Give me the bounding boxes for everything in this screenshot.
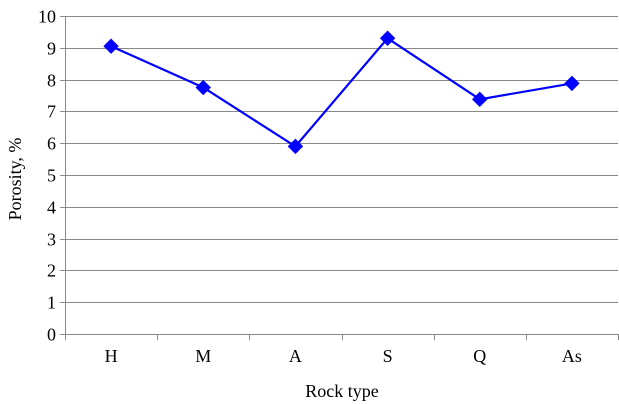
series-line-0 [111,38,572,146]
x-tick-label-As: As [562,346,582,366]
y-tick-label-6: 6 [47,134,56,154]
x-tick-label-M: M [195,346,211,366]
x-tick-label-H: H [105,346,118,366]
data-point-H [104,39,118,53]
x-tick-labels: H M A S Q As [105,346,582,366]
x-axis-title: Rock type [305,381,379,401]
y-tick-labels: 0 1 2 3 4 5 6 7 8 9 10 [38,7,56,345]
y-tick-label-0: 0 [47,325,56,345]
y-tick-label-8: 8 [47,71,56,91]
y-tick-label-1: 1 [47,293,56,313]
axes [60,16,619,340]
y-tick-label-2: 2 [47,261,56,281]
gridlines [65,17,618,303]
y-tick-label-4: 4 [47,198,56,218]
y-axis-title: Porosity, % [5,138,25,221]
x-tick-label-Q: Q [473,346,486,366]
data-point-As [565,76,579,90]
y-tick-label-5: 5 [47,166,56,186]
data-point-Q [473,92,487,106]
series-group [104,31,579,153]
data-point-M [196,81,210,95]
y-tick-label-10: 10 [38,7,56,27]
x-tick-label-S: S [383,346,393,366]
x-tick-label-A: A [289,346,302,366]
y-tick-label-3: 3 [47,230,56,250]
y-tick-label-9: 9 [47,39,56,59]
y-tick-label-7: 7 [47,102,56,122]
